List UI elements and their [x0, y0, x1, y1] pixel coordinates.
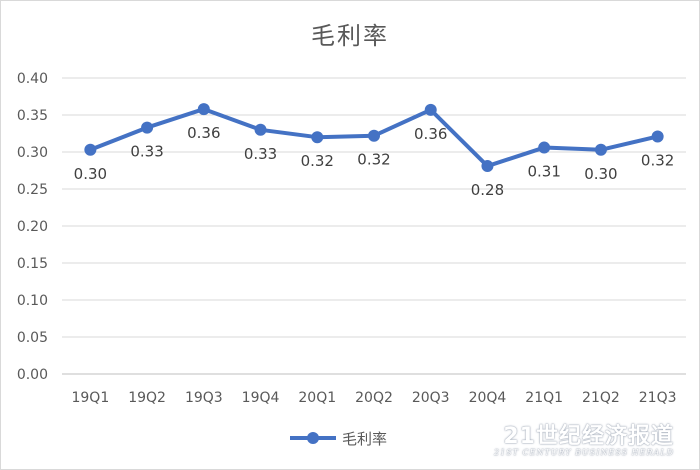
data-label: 0.31 [527, 163, 560, 181]
data-label: 0.33 [244, 145, 277, 163]
x-tick-label: 20Q4 [469, 390, 507, 406]
watermark-sub-text: 21ST CENTURY BUSINESS HERALD [494, 448, 674, 457]
data-point [84, 143, 97, 156]
watermark-main-text: 21世纪经济报道 [503, 424, 674, 449]
legend-series-label: 毛利率 [342, 429, 388, 448]
data-point [197, 103, 210, 116]
data-point [141, 121, 154, 134]
data-label: 0.30 [74, 165, 107, 183]
x-tick-label: 21Q1 [525, 390, 563, 406]
x-tick-label: 20Q3 [412, 390, 450, 406]
data-point [424, 103, 437, 116]
data-label: 0.32 [641, 151, 674, 169]
x-tick-label: 20Q1 [298, 390, 336, 406]
y-tick-label: 0.00 [17, 367, 48, 383]
x-tick-label: 19Q2 [128, 390, 166, 406]
data-label: 0.32 [301, 152, 334, 170]
x-tick-label: 21Q2 [582, 390, 620, 406]
x-tick-label: 21Q3 [639, 390, 677, 406]
y-tick-label: 0.05 [17, 330, 48, 346]
data-point [538, 141, 551, 154]
y-tick-label: 0.30 [17, 145, 48, 161]
chart-title: 毛利率 [311, 22, 389, 50]
data-label: 0.32 [357, 151, 390, 169]
y-tick-label: 0.20 [17, 219, 48, 235]
data-label: 0.28 [471, 181, 504, 199]
legend: 毛利率 [290, 426, 387, 450]
y-tick-label: 0.10 [17, 293, 48, 309]
legend-series-marker [290, 431, 336, 445]
data-label: 0.33 [130, 143, 163, 161]
y-tick-label: 0.25 [17, 182, 48, 198]
data-point [594, 143, 607, 156]
x-tick-label: 19Q1 [71, 390, 109, 406]
y-tick-label: 0.35 [17, 108, 48, 124]
data-point [481, 160, 494, 173]
data-point [254, 123, 267, 136]
data-label: 0.30 [584, 165, 617, 183]
x-tick-label: 19Q3 [185, 390, 223, 406]
y-tick-label: 0.40 [17, 71, 48, 87]
data-label: 0.36 [187, 124, 220, 142]
data-point [311, 131, 324, 144]
data-point [651, 130, 664, 143]
y-tick-label: 0.15 [17, 256, 48, 272]
x-tick-label: 19Q4 [242, 390, 280, 406]
data-label: 0.36 [414, 125, 447, 143]
data-point [368, 129, 380, 142]
watermark-logo: 21世纪经济报道 21ST CENTURY BUSINESS HERALD [494, 418, 674, 457]
x-tick-label: 20Q2 [355, 390, 393, 406]
